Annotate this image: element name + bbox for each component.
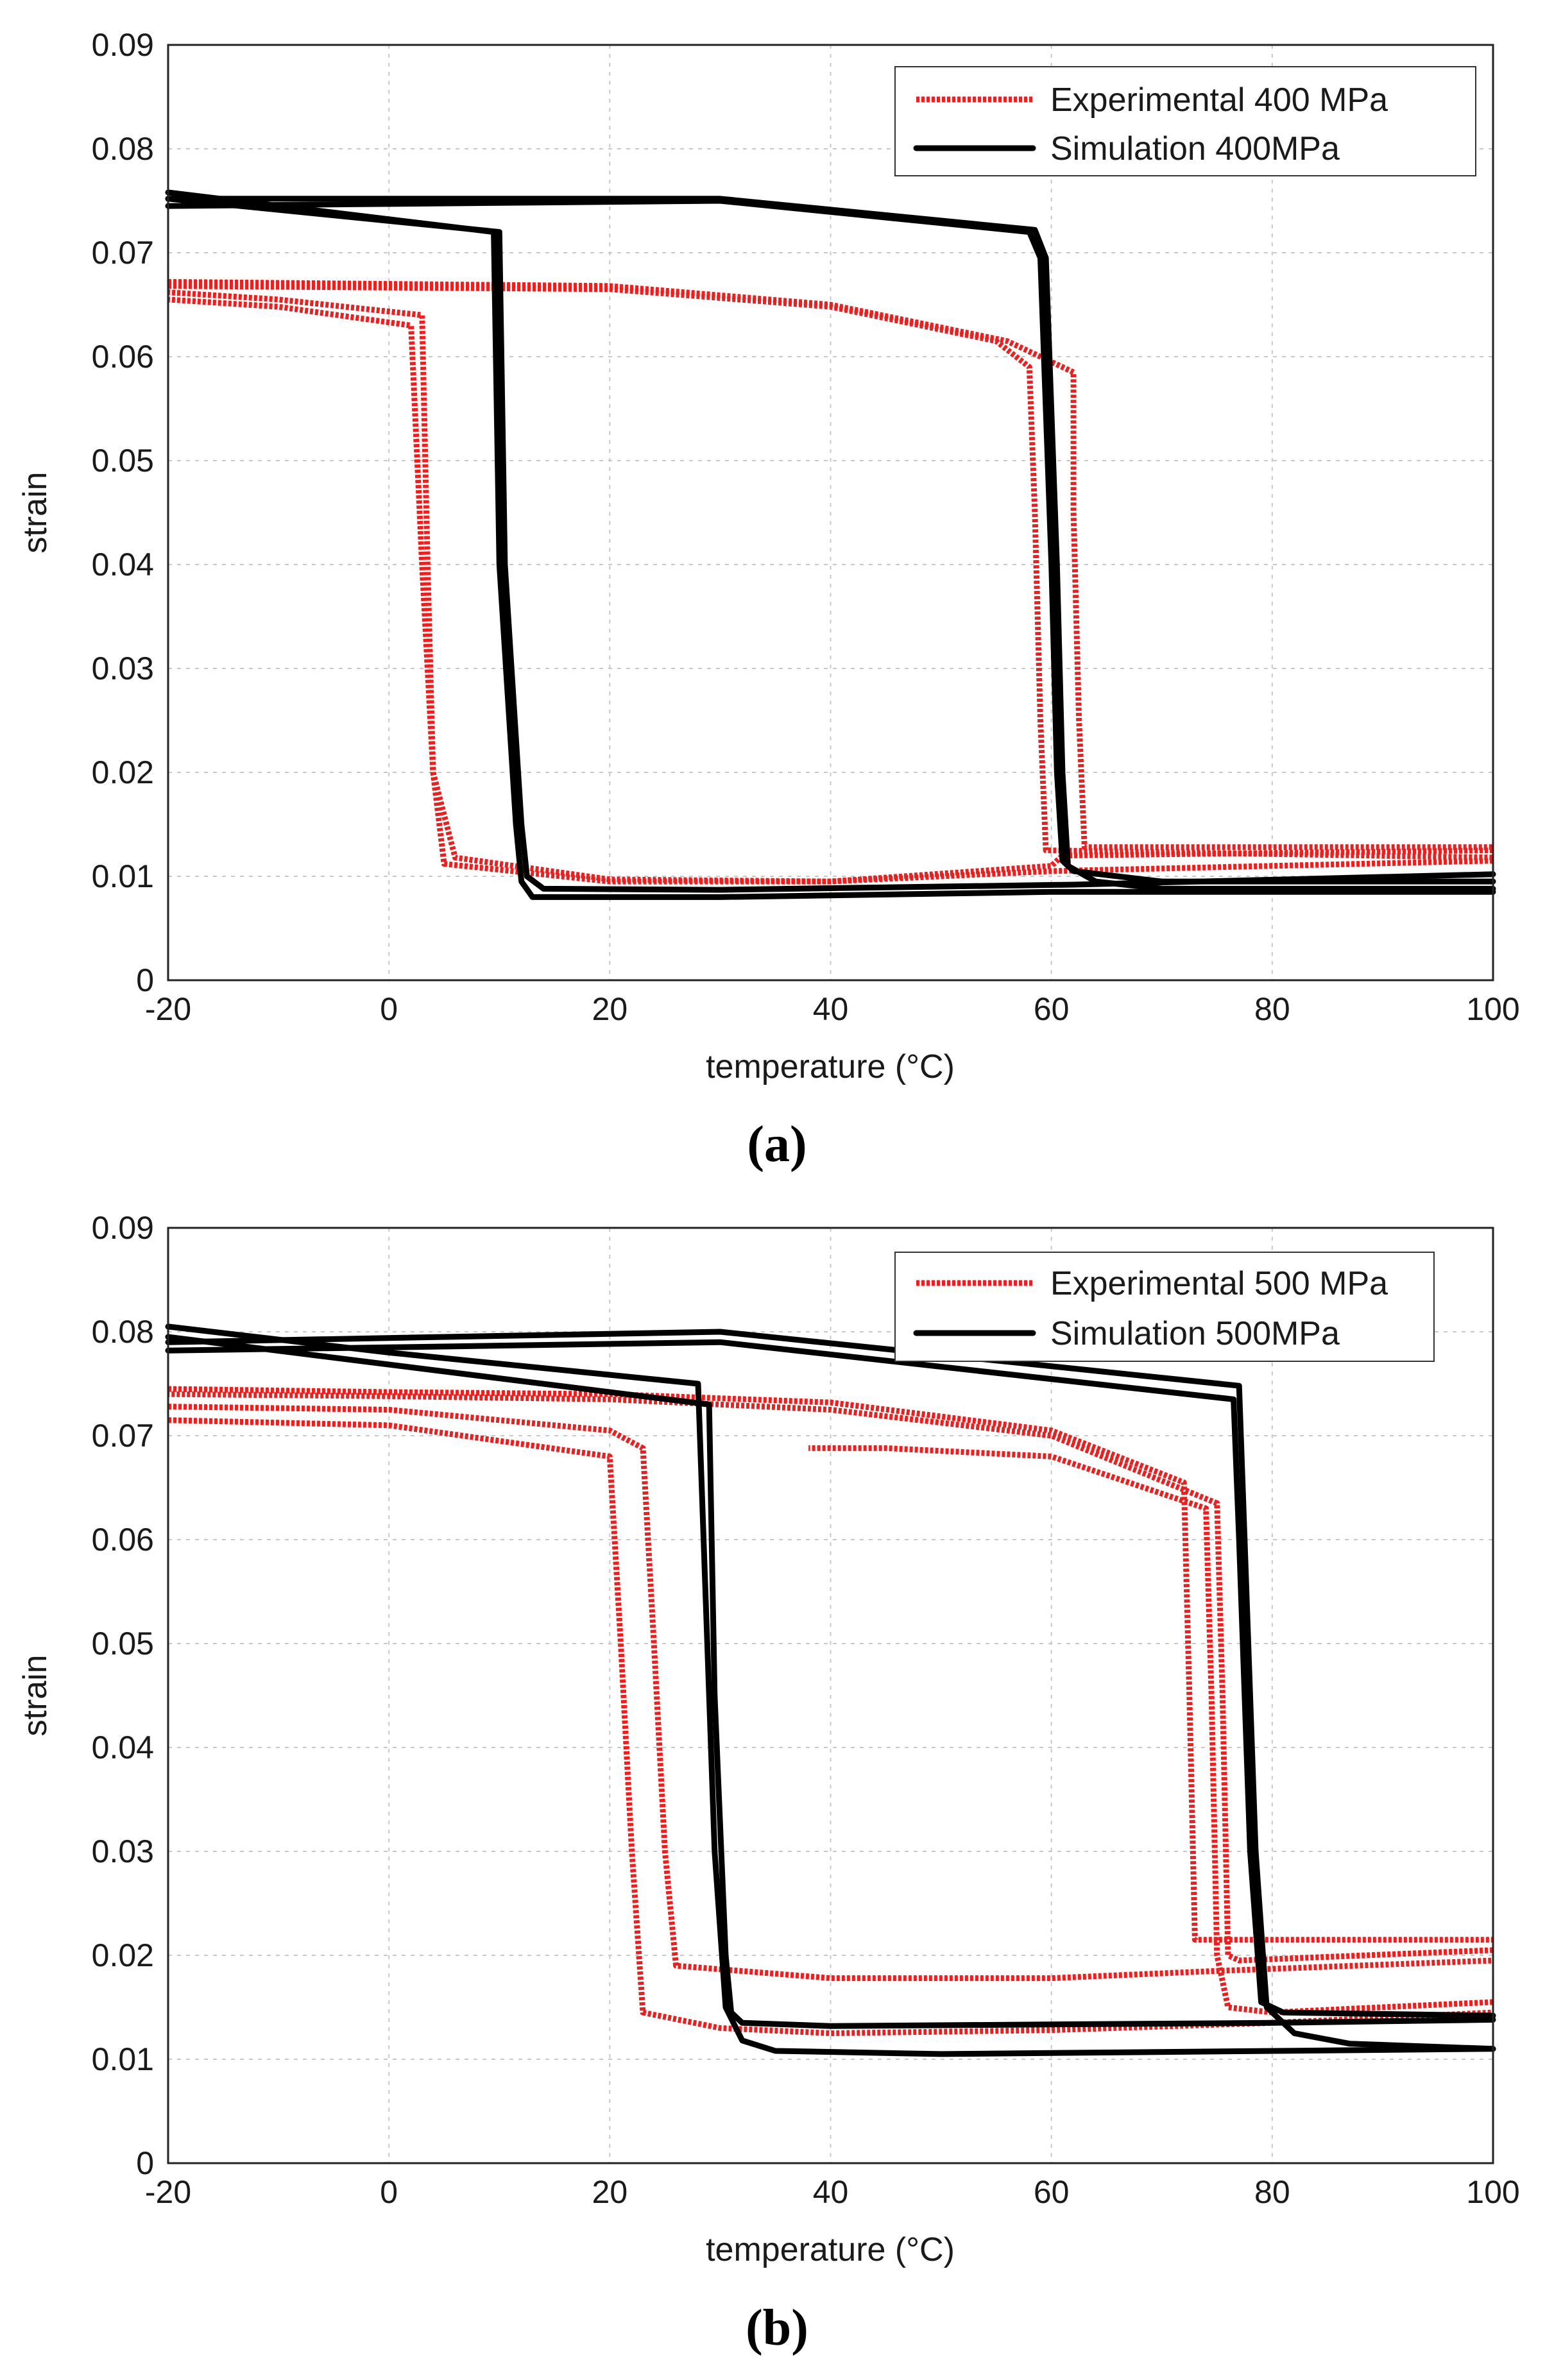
x-tick-label: 20	[592, 2174, 628, 2210]
simulation-curve-1	[165, 1323, 1496, 2057]
x-tick-label: 20	[592, 991, 628, 1027]
y-tick-label: 0.04	[92, 1730, 154, 1765]
legend-box	[894, 66, 1476, 176]
y-tick-label: 0.08	[92, 1314, 154, 1350]
simulation-curve-4	[165, 1339, 1496, 2019]
simulation-curve-2	[165, 189, 1496, 900]
simulation-curve-4	[165, 196, 1496, 893]
y-tick-label: 0.05	[92, 443, 154, 479]
caption-a: (a)	[747, 1116, 807, 1173]
y-tick-label: 0.01	[92, 2041, 154, 2077]
panel-a: -20 0 20 40 60 80 100 00.010.020.030.040.050.0…	[17, 27, 1520, 1173]
x-tick-label: 40	[813, 2174, 849, 2210]
y-tick-label: 0.08	[92, 131, 154, 167]
experimental-curve-4	[167, 278, 1493, 851]
y-tick-label: 0	[136, 2145, 154, 2181]
x-tick-label: 100	[1466, 2174, 1519, 2210]
x-axis-label: temperature (°C)	[706, 1048, 955, 1085]
y-tick-label: 0.02	[92, 1937, 154, 1973]
series-lines	[165, 1323, 1496, 2057]
experimental-curve-3	[167, 289, 1494, 885]
x-tick-label: 80	[1254, 2174, 1290, 2210]
experimental-curve-4	[167, 1391, 1494, 1964]
x-tick-label: -20	[145, 2174, 191, 2210]
x-tick-label: -20	[145, 991, 191, 1027]
y-tick-label: 0	[136, 962, 154, 998]
y-tick-label: 0.09	[92, 27, 154, 63]
y-tick-label: 0.09	[92, 1210, 154, 1246]
x-tick-label: 0	[380, 2174, 398, 2210]
legend-box	[894, 1252, 1435, 1362]
experimental-curve-2	[808, 1445, 1494, 2016]
gridlines	[168, 1228, 1493, 2163]
y-tick-label: 0.07	[92, 235, 154, 271]
x-tick-label: 40	[813, 991, 849, 1027]
caption-b: (b)	[746, 2300, 808, 2356]
legend: Experimental 500 MPa Simulation 500MPa	[894, 1252, 1435, 1362]
simulation-curve-2	[165, 1329, 1496, 2052]
simulation-curve-3	[165, 1334, 1496, 2029]
legend-label-simulation: Simulation 500MPa	[1050, 1315, 1340, 1352]
legend-label-simulation: Simulation 400MPa	[1050, 130, 1340, 167]
y-axis-label: strain	[17, 472, 54, 553]
series-lines	[165, 189, 1496, 900]
y-tick-label: 0.05	[92, 1626, 154, 1662]
y-tick-labels: 0 0.01 0.02 0.03 0.04 0.05 0.06 0.07 0.08 0.09	[92, 1210, 154, 2181]
y-tick-label: 0.06	[92, 339, 154, 375]
y-tick-label: 0.03	[92, 1833, 154, 1869]
x-tick-label: 0	[380, 991, 398, 1027]
x-tick-label: 60	[1034, 2174, 1070, 2210]
plot-frame	[167, 44, 1494, 982]
x-tick-labels: -20 0 20 40 60 80 100	[145, 2174, 1520, 2210]
plot-frame	[167, 1227, 1494, 2164]
y-tick-label: 0.01	[92, 858, 154, 894]
experimental-curve-1	[167, 1417, 1494, 2036]
experimental-curve-3	[167, 1404, 1494, 1982]
x-tick-label: 100	[1466, 991, 1519, 1027]
y-tick-label: 0.02	[92, 754, 154, 790]
x-tick-label: 80	[1254, 991, 1290, 1027]
experimental-curve-5	[167, 1386, 1493, 1943]
x-axis-label: temperature (°C)	[706, 2231, 955, 2268]
y-tick-labels: 0 0.01 0.02 0.03 0.04 0.05 0.06 0.07 0.08 0.09	[92, 27, 154, 998]
y-tick-label: 0.06	[92, 1522, 154, 1558]
x-tick-labels: -20 0 20 40 60 80 100	[145, 991, 1520, 1027]
legend-label-experimental: Experimental 500 MPa	[1050, 1265, 1388, 1302]
x-tick-label: 60	[1034, 991, 1070, 1027]
panel-b: -20 0 20 40 60 80 100 00.010.020.030.040.050.0…	[17, 1210, 1520, 2356]
y-axis-label: strain	[17, 1654, 54, 1736]
y-tick-label: 0.03	[92, 650, 154, 686]
y-tick-label: 0.07	[92, 1418, 154, 1454]
y-tick-label: 0.04	[92, 547, 154, 582]
legend-label-experimental: Experimental 400 MPa	[1050, 81, 1388, 119]
legend: Experimental 400 MPa Simulation 400MPa	[894, 66, 1476, 176]
